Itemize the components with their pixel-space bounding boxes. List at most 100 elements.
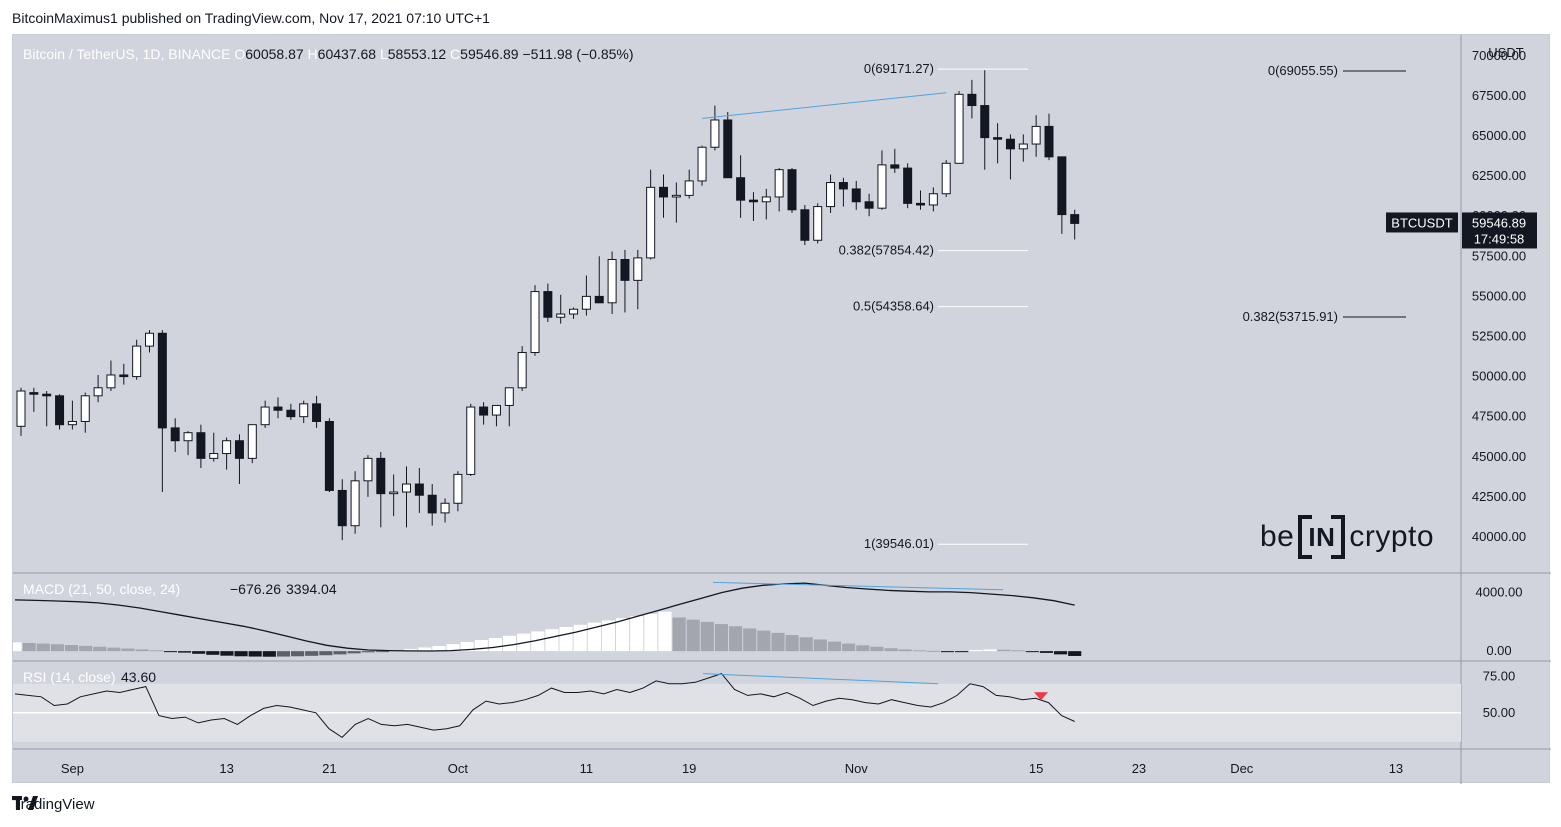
macd-histogram-bar (587, 622, 601, 652)
ext-level-label: 0(69055.55) (1268, 63, 1338, 78)
candle-body-down (903, 167, 913, 204)
candle-body-up (813, 206, 823, 241)
candle-body-down (55, 395, 65, 426)
candle (864, 193, 874, 217)
candle (659, 174, 668, 218)
candle-body-up (145, 332, 154, 347)
watermark-bracket: IN (1298, 515, 1346, 559)
fib-level-label: 1(39546.01) (864, 536, 934, 551)
candle-body-down (916, 202, 925, 206)
candle-body-up (646, 186, 656, 259)
candle (145, 330, 154, 353)
macd-histogram-bar (488, 637, 502, 652)
candle-body-down (376, 457, 386, 495)
candle-body-up (684, 180, 694, 196)
candle (183, 431, 193, 456)
time-tick-label: Oct (448, 761, 469, 776)
macd-histogram-bar (799, 637, 813, 652)
macd-histogram-bar (234, 651, 248, 657)
candle-body-down (723, 119, 733, 179)
candle (851, 180, 861, 210)
candle-body-up (774, 169, 784, 198)
candle-body-up (1031, 125, 1041, 145)
axes: USDT70000.0067500.0065000.0062500.006000… (61, 45, 1537, 776)
candle (247, 424, 257, 464)
candle (234, 434, 244, 485)
chart-frame[interactable]: 0(69171.27) 0.382(57854.42) 0.5(54358.64) 1… (12, 34, 1551, 784)
candle (1070, 209, 1080, 240)
macd-histogram-bar (686, 619, 700, 652)
macd-histogram-bar (601, 620, 615, 652)
macd-histogram-bar (36, 643, 50, 652)
candle (260, 400, 270, 428)
candle (633, 249, 643, 310)
candle-body-down (659, 186, 668, 198)
candle (55, 394, 65, 430)
macd-histogram-bar (771, 632, 785, 652)
macd-histogram-bar (135, 649, 149, 652)
candle-body-up (93, 387, 103, 397)
candle-body-down (286, 409, 296, 418)
ext-level-label: 0.382(53715.91) (1243, 309, 1338, 324)
candle (941, 160, 951, 197)
price-tick-label: 45000.00 (1472, 449, 1526, 464)
macd-histogram-bar (418, 647, 432, 652)
candle (389, 474, 399, 517)
rsi-divergence-line (702, 673, 939, 685)
candle-body-down (851, 188, 861, 203)
candle (903, 163, 913, 209)
macd-divergence-line (712, 581, 1004, 591)
macd-histogram-bar (827, 641, 842, 652)
candle (646, 169, 656, 260)
watermark-be: be (1260, 520, 1295, 553)
candle (916, 190, 925, 210)
macd-histogram-bar (121, 648, 135, 652)
macd-histogram-bar (305, 651, 319, 656)
candle-body-up (350, 480, 360, 527)
candle-body-down (993, 137, 1003, 140)
candle-body-down (427, 494, 437, 514)
macd-histogram-bar (912, 650, 926, 652)
candle-body-up (1018, 143, 1028, 150)
macd-histogram-bar (1011, 650, 1025, 652)
macd-histogram-bar (842, 643, 856, 652)
candle-body-up (222, 440, 232, 455)
candle-body-down (980, 105, 990, 139)
candle (132, 339, 142, 380)
candle-body-down (967, 93, 977, 107)
macd-histogram-bar (813, 639, 827, 652)
tradingview-footer[interactable]: TradingView (12, 796, 95, 813)
candle-body-up (941, 162, 951, 195)
macd-histogram-bar (545, 629, 559, 652)
candle (980, 70, 990, 170)
candle-body-down (620, 259, 630, 281)
candle-body-down (864, 201, 874, 209)
candle (504, 387, 514, 427)
candle-body-down (170, 427, 180, 442)
candle (1005, 134, 1015, 180)
fib-level-label: 0.5(54358.64) (853, 299, 934, 314)
candle (890, 148, 900, 173)
macd-histogram-bar (926, 650, 940, 652)
candle (312, 395, 322, 428)
candle-body-up (877, 164, 887, 209)
macd-histogram-bar (93, 646, 107, 652)
candle (414, 467, 424, 513)
rsi-tick-label: 75.00 (1483, 669, 1516, 684)
candle (761, 188, 771, 220)
macd-histogram-bar (969, 649, 983, 652)
price-tick-label: 57500.00 (1472, 248, 1526, 263)
macd-histogram-bar (1039, 651, 1054, 653)
candle (427, 484, 437, 526)
candle-body-down (1005, 138, 1015, 150)
macd-histogram-bar (319, 651, 333, 656)
macd-histogram-bar (502, 635, 517, 652)
rsi-value: 43.60 (121, 669, 156, 685)
price-tick-label: 67500.00 (1472, 88, 1526, 103)
candle-body-down (119, 374, 129, 378)
chart-canvas[interactable]: 0(69171.27) 0.382(57854.42) 0.5(54358.64) 1… (13, 35, 1551, 784)
ohlc-legend: Bitcoin / TetherUS, 1D, BINANCE O60058.8… (23, 46, 634, 62)
macd-histogram-bar (658, 611, 672, 652)
macd-histogram-bar (743, 628, 757, 652)
macd-histogram-bar (375, 651, 389, 653)
